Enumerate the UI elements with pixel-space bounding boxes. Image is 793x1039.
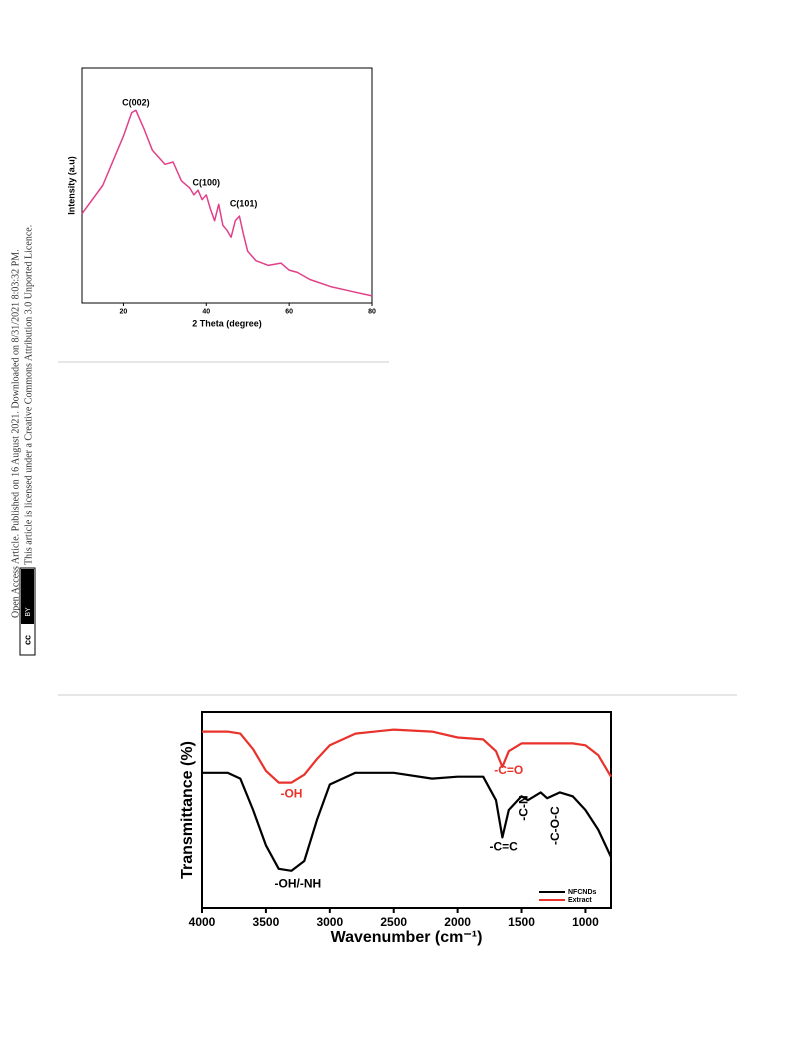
annotation: C(002) <box>122 98 150 108</box>
annotation: -OH/-NH <box>275 877 322 891</box>
y-axis-label: Intensity (a.u) <box>66 156 76 215</box>
license-badge-fill <box>21 569 34 624</box>
legend-label: Extract <box>568 897 592 904</box>
annotation: -C-O-C <box>548 806 562 845</box>
annotation: -C=O <box>494 763 523 777</box>
x-tick-label: 3500 <box>253 915 280 929</box>
x-tick-label: 60 <box>285 308 293 315</box>
plot-frame <box>201 711 612 909</box>
x-tick-label: 40 <box>202 308 210 315</box>
badge-by: BY <box>25 607 32 617</box>
sidebar-line: Open Access Article. Published on 16 Aug… <box>10 249 21 618</box>
x-tick-label: 1000 <box>572 915 599 929</box>
x-tick-label: 1500 <box>508 915 535 929</box>
annotation: -OH <box>280 786 302 800</box>
legend-label: NFCNDs <box>568 889 596 896</box>
x-tick-label: 3000 <box>316 915 343 929</box>
x-tick-label: 20 <box>120 308 128 315</box>
sidebar-line: This article is licensed under a Creativ… <box>23 225 34 565</box>
badge-cc: cc <box>22 635 32 645</box>
x-tick-label: 2500 <box>380 915 407 929</box>
x-axis-label: Wavenumber (cm⁻¹) <box>331 929 483 946</box>
x-axis-label: 2 Theta (degree) <box>192 318 262 328</box>
annotation: C(100) <box>193 178 221 188</box>
plot-frame <box>81 67 373 304</box>
annotation: -C-N <box>516 795 530 820</box>
x-tick-label: 2000 <box>444 915 471 929</box>
data-line <box>81 109 373 297</box>
data-line <box>202 728 612 784</box>
x-tick-label: 4000 <box>189 915 216 929</box>
data-line <box>202 771 612 872</box>
x-tick-label: 80 <box>368 308 376 315</box>
y-axis-label: Transmittance (%) <box>179 741 196 879</box>
annotation: C(101) <box>230 199 258 209</box>
annotation: -C=C <box>489 839 518 853</box>
